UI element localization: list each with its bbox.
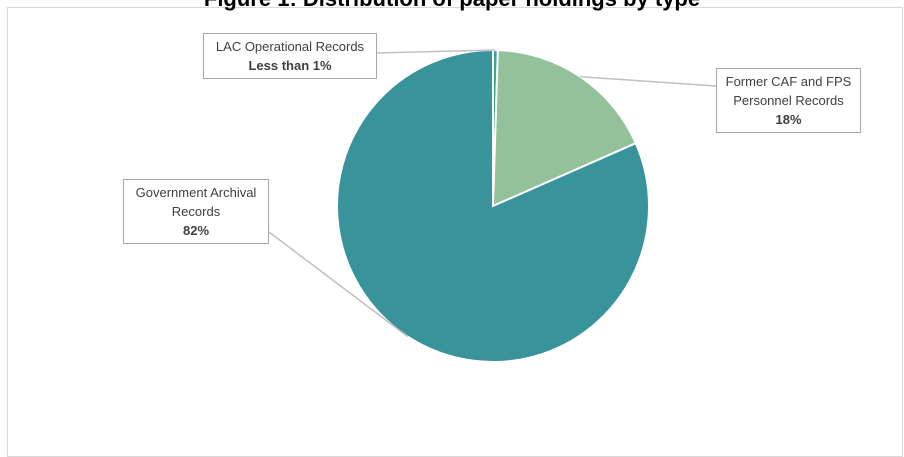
leader-line-lac-operational-records — [376, 49, 496, 54]
pie-slice-former-caf-and-fps-personnel-records — [491, 49, 638, 208]
label-lac-operational-records-value: Less than 1% — [248, 58, 332, 73]
label-former-caf-fps-personnel-records-value: 18% — [775, 112, 802, 127]
label-former-caf-fps-personnel-records: Former CAF and FPS Personnel Records 18% — [716, 68, 861, 133]
leader-line-government-archival-records — [268, 231, 409, 338]
label-government-archival-records: Government Archival Records 82% — [123, 179, 269, 244]
label-government-archival-records-name: Government Archival Records — [135, 185, 257, 219]
pie-chart — [268, 48, 717, 363]
leader-line-former-caf-and-fps-personnel-records — [580, 75, 717, 87]
label-lac-operational-records-name: LAC Operational Records — [215, 39, 365, 54]
label-former-caf-fps-personnel-records-name: Former CAF and FPS Personnel Records — [725, 74, 852, 108]
chart-title: Figure 1: Distribution of paper holdings… — [0, 0, 904, 12]
label-lac-operational-records: LAC Operational Records Less than 1% — [203, 33, 377, 79]
label-government-archival-records-value: 82% — [182, 223, 210, 238]
